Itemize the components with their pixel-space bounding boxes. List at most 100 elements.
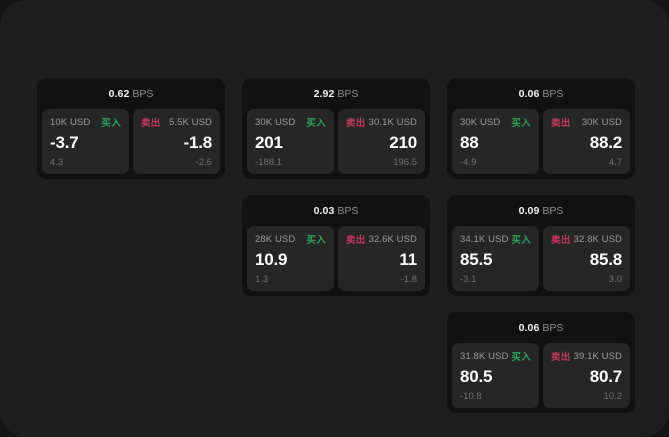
quote-card[interactable]: 0.06 BPS 30K USD 买入 88 -4.9 卖出 30K USD 88.2 4.7 xyxy=(447,78,635,179)
quote-side-buy[interactable]: 34.1K USD 买入 85.5 -3.1 xyxy=(452,226,539,291)
bps-unit-label: BPS xyxy=(337,205,359,217)
quote-side-header: 28K USD 买入 xyxy=(255,233,326,247)
quote-side-buy[interactable]: 28K USD 买入 10.9 1.3 xyxy=(247,226,334,291)
bps-value: 0.06 xyxy=(518,322,540,334)
order-size-label: 28K USD xyxy=(255,233,296,245)
card-body: 30K USD 买入 88 -4.9 卖出 30K USD 88.2 4.7 xyxy=(452,109,630,174)
order-size-label: 30K USD xyxy=(460,116,501,128)
quote-side-sell[interactable]: 卖出 32.6K USD 11 -1.8 xyxy=(338,226,425,291)
order-size-label: 30K USD xyxy=(255,116,296,128)
delta-value: 4.7 xyxy=(608,157,622,168)
sell-tag[interactable]: 卖出 xyxy=(141,118,161,129)
delta-value: -10.8 xyxy=(460,391,482,402)
card-header: 0.06 BPS xyxy=(452,318,630,338)
order-size-label: 34.1K USD xyxy=(460,233,509,245)
order-size-label: 10K USD xyxy=(50,116,91,128)
price-value: -1.8 xyxy=(183,133,213,152)
quote-card[interactable]: 2.92 BPS 30K USD 买入 201 -188.1 卖出 30.1K USD 210 1… xyxy=(242,78,430,179)
quote-side-sell[interactable]: 卖出 5.5K USD -1.8 -2.6 xyxy=(133,109,220,174)
column-1: 0.62 BPS 10K USD 买入 -3.7 4.3 卖出 5.5K USD -1.8 -2.… xyxy=(37,78,225,179)
buy-tag[interactable]: 买入 xyxy=(511,352,531,363)
quote-side-buy[interactable]: 10K USD 买入 -3.7 4.3 xyxy=(42,109,129,174)
quote-side-sell[interactable]: 卖出 32.8K USD 85.8 3.0 xyxy=(543,226,630,291)
card-header: 0.03 BPS xyxy=(247,201,425,221)
column-3: 0.06 BPS 30K USD 买入 88 -4.9 卖出 30K USD 88.2 4.7 0.… xyxy=(447,78,635,413)
order-size-label: 32.8K USD xyxy=(573,233,622,245)
bps-unit-label: BPS xyxy=(132,88,154,100)
quote-side-sell[interactable]: 卖出 30.1K USD 210 196.5 xyxy=(338,109,425,174)
quote-side-header: 卖出 5.5K USD xyxy=(141,116,212,130)
quote-side-buy[interactable]: 31.8K USD 买入 80.5 -10.8 xyxy=(452,343,539,408)
sell-tag[interactable]: 卖出 xyxy=(551,235,571,246)
card-header: 0.09 BPS xyxy=(452,201,630,221)
buy-tag[interactable]: 买入 xyxy=(306,235,326,246)
quote-side-header: 卖出 30.1K USD xyxy=(346,116,417,130)
card-header: 2.92 BPS xyxy=(247,84,425,104)
quote-board: 0.62 BPS 10K USD 买入 -3.7 4.3 卖出 5.5K USD -1.8 -2.… xyxy=(37,78,635,413)
quote-side-header: 30K USD 买入 xyxy=(460,116,531,130)
delta-value: -3.1 xyxy=(460,274,477,285)
card-header: 0.62 BPS xyxy=(42,84,220,104)
delta-value: -4.9 xyxy=(460,157,477,168)
card-header: 0.06 BPS xyxy=(452,84,630,104)
card-body: 30K USD 买入 201 -188.1 卖出 30.1K USD 210 196.5 xyxy=(247,109,425,174)
order-size-label: 31.8K USD xyxy=(460,350,509,362)
price-value: 85.8 xyxy=(589,250,622,269)
sell-tag[interactable]: 卖出 xyxy=(551,118,571,129)
buy-tag[interactable]: 买入 xyxy=(511,118,531,129)
quote-side-header: 31.8K USD 买入 xyxy=(460,350,531,364)
quote-side-header: 10K USD 买入 xyxy=(50,116,121,130)
price-value: 85.5 xyxy=(460,250,493,269)
quote-card[interactable]: 0.62 BPS 10K USD 买入 -3.7 4.3 卖出 5.5K USD -1.8 -2.… xyxy=(37,78,225,179)
quote-side-header: 34.1K USD 买入 xyxy=(460,233,531,247)
sell-tag[interactable]: 卖出 xyxy=(346,235,366,246)
delta-value: 196.5 xyxy=(393,157,417,168)
card-body: 10K USD 买入 -3.7 4.3 卖出 5.5K USD -1.8 -2.6 xyxy=(42,109,220,174)
price-value: 11 xyxy=(399,250,417,269)
bps-value: 0.03 xyxy=(313,205,335,217)
price-value: 88.2 xyxy=(589,133,622,152)
bps-value: 2.92 xyxy=(313,88,335,100)
delta-value: 3.0 xyxy=(608,274,622,285)
buy-tag[interactable]: 买入 xyxy=(101,118,121,129)
bps-unit-label: BPS xyxy=(542,88,564,100)
quote-side-buy[interactable]: 30K USD 买入 201 -188.1 xyxy=(247,109,334,174)
column-2: 2.92 BPS 30K USD 买入 201 -188.1 卖出 30.1K USD 210 1… xyxy=(242,78,430,296)
quote-card[interactable]: 0.03 BPS 28K USD 买入 10.9 1.3 卖出 32.6K USD 11 -1.8 xyxy=(242,195,430,296)
price-value: 210 xyxy=(389,133,417,152)
delta-value: -188.1 xyxy=(255,157,282,168)
quote-side-header: 卖出 39.1K USD xyxy=(551,350,622,364)
card-body: 31.8K USD 买入 80.5 -10.8 卖出 39.1K USD 80.7 10.2 xyxy=(452,343,630,408)
order-size-label: 5.5K USD xyxy=(168,116,212,128)
quote-side-header: 卖出 30K USD xyxy=(551,116,622,130)
delta-value: 10.2 xyxy=(603,391,623,402)
delta-value: -1.8 xyxy=(400,274,417,285)
quote-side-sell[interactable]: 卖出 30K USD 88.2 4.7 xyxy=(543,109,630,174)
bps-value: 0.09 xyxy=(518,205,540,217)
quote-side-header: 卖出 32.6K USD xyxy=(346,233,417,247)
quote-card[interactable]: 0.06 BPS 31.8K USD 买入 80.5 -10.8 卖出 39.1K USD 80… xyxy=(447,312,635,413)
bps-unit-label: BPS xyxy=(337,88,359,100)
buy-tag[interactable]: 买入 xyxy=(306,118,326,129)
quote-side-buy[interactable]: 30K USD 买入 88 -4.9 xyxy=(452,109,539,174)
price-value: 80.5 xyxy=(460,367,493,386)
bps-unit-label: BPS xyxy=(542,205,564,217)
buy-tag[interactable]: 买入 xyxy=(511,235,531,246)
card-body: 28K USD 买入 10.9 1.3 卖出 32.6K USD 11 -1.8 xyxy=(247,226,425,291)
sell-tag[interactable]: 卖出 xyxy=(551,352,571,363)
sell-tag[interactable]: 卖出 xyxy=(346,118,366,129)
delta-value: 1.3 xyxy=(255,274,269,285)
quote-card[interactable]: 0.09 BPS 34.1K USD 买入 85.5 -3.1 卖出 32.8K USD 85.… xyxy=(447,195,635,296)
price-value: 80.7 xyxy=(589,367,622,386)
order-size-label: 30K USD xyxy=(581,116,622,128)
delta-value: 4.3 xyxy=(50,157,64,168)
bps-unit-label: BPS xyxy=(542,322,564,334)
order-size-label: 32.6K USD xyxy=(368,233,417,245)
quote-side-header: 卖出 32.8K USD xyxy=(551,233,622,247)
price-value: 10.9 xyxy=(255,250,288,269)
quote-side-sell[interactable]: 卖出 39.1K USD 80.7 10.2 xyxy=(543,343,630,408)
price-value: -3.7 xyxy=(50,133,79,152)
price-value: 201 xyxy=(255,133,283,152)
price-value: 88 xyxy=(460,133,479,152)
